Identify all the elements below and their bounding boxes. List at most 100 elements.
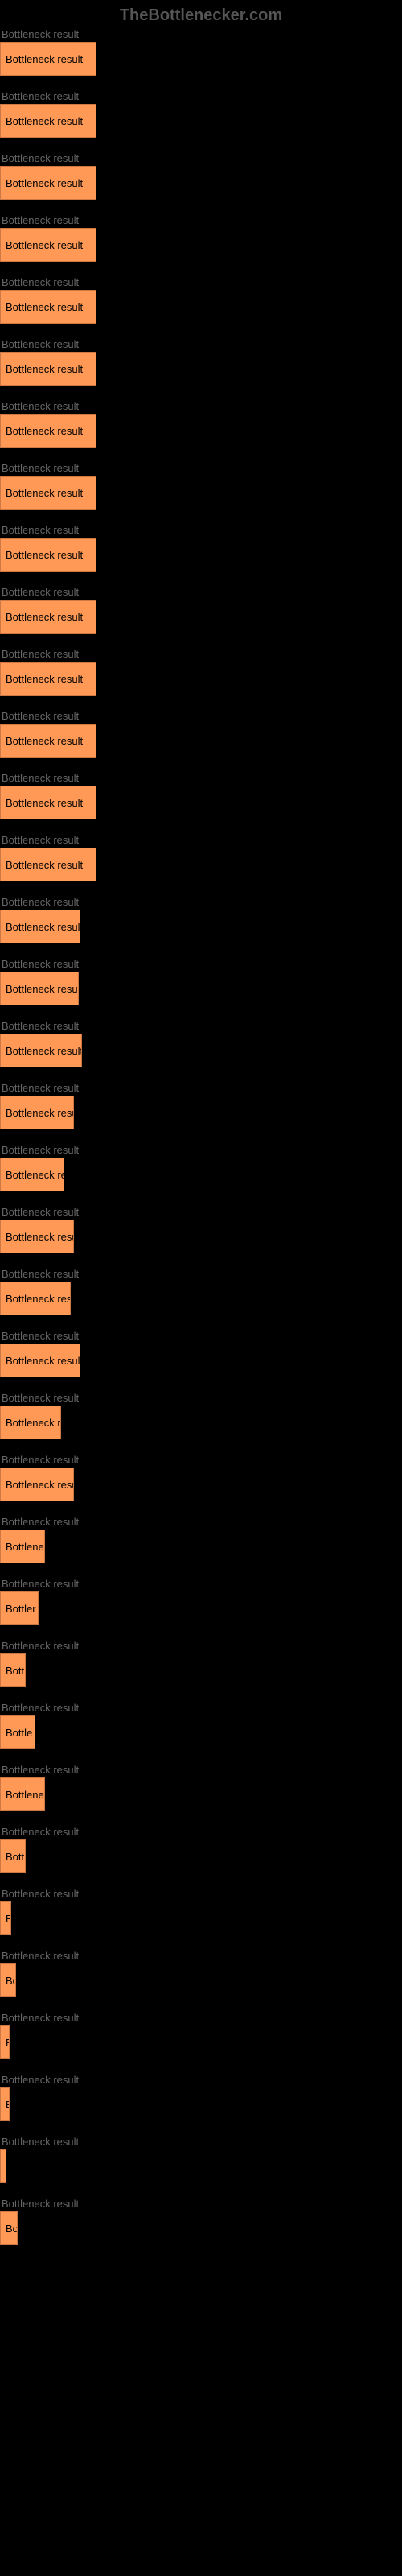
bar-text: Bottleneck result xyxy=(6,115,83,127)
bar-track: Bott xyxy=(0,1839,402,1873)
row-top-label: Bottleneck result xyxy=(0,772,402,784)
bar: Bottleneck resu xyxy=(0,1220,74,1253)
chart-row: Bottleneck resultBott xyxy=(0,1640,402,1687)
row-top-label: Bottleneck result xyxy=(0,2074,402,2086)
bar: Bottleneck re xyxy=(0,1158,64,1191)
chart-row: Bottleneck result xyxy=(0,2136,402,2183)
bar: Bottleneck r xyxy=(0,1406,61,1439)
row-top-label: Bottleneck result xyxy=(0,1392,402,1404)
row-top-label: Bottleneck result xyxy=(0,524,402,536)
row-top-label: Bottleneck result xyxy=(0,1454,402,1466)
bar: Bott xyxy=(0,1653,26,1687)
row-top-label: Bottleneck result xyxy=(0,1020,402,1032)
bar: Bottleneck result xyxy=(0,910,80,943)
row-top-label: Bottleneck result xyxy=(0,400,402,412)
bar-text: Bo xyxy=(6,2223,18,2235)
row-top-label: Bottleneck result xyxy=(0,462,402,474)
row-top-label: Bottleneck result xyxy=(0,338,402,350)
row-top-label: Bottleneck result xyxy=(0,214,402,226)
chart-row: Bottleneck resultBottleneck result xyxy=(0,648,402,696)
bar-text: Bottleneck re xyxy=(6,1169,64,1181)
bar-text: Bottle xyxy=(6,1727,32,1739)
chart-row: Bottleneck resultBottleneck result xyxy=(0,710,402,758)
chart-row: Bottleneck result Bottleneck result xyxy=(0,214,402,262)
row-top-label: Bottleneck result xyxy=(0,1268,402,1280)
bar: Bottleneck result xyxy=(0,600,96,634)
bar-text: Bottleneck resu xyxy=(6,1231,74,1243)
bar-text: Bottlene xyxy=(6,1541,44,1553)
bar-track: Bott xyxy=(0,1653,402,1687)
chart-row: Bottleneck result Bottleneck result xyxy=(0,834,402,881)
row-top-label: Bottleneck result xyxy=(0,90,402,102)
bar-track: Bottleneck result xyxy=(0,476,402,510)
bar: Bottleneck result xyxy=(0,1034,82,1067)
row-top-label: Bottleneck result xyxy=(0,586,402,598)
bar-text: Bottleneck result xyxy=(6,363,83,375)
bar-text: Bottleneck result xyxy=(6,1355,80,1367)
bar-track: Bottleneck result xyxy=(0,1034,402,1067)
row-top-label: Bottleneck result xyxy=(0,1888,402,1900)
row-top-label: Bottleneck result xyxy=(0,1826,402,1838)
row-top-label: Bottleneck result xyxy=(0,2012,402,2024)
bar: B xyxy=(0,1901,11,1935)
bar-track: Bottleneck resu xyxy=(0,1220,402,1253)
bar-text: Bottleneck result xyxy=(6,177,83,189)
bar-track: Bottleneck result xyxy=(0,848,402,881)
chart-row: Bottleneck result Bottleneck result xyxy=(0,586,402,634)
bar-track: Bo xyxy=(0,1963,402,1997)
bar-track: Bottleneck r xyxy=(0,1406,402,1439)
bar-track: Bottler xyxy=(0,1591,402,1625)
bar-track: B xyxy=(0,2025,402,2059)
chart-row: Bottleneck resultBottle xyxy=(0,1702,402,1749)
watermark-text: TheBottlenecker.com xyxy=(0,0,402,28)
bar-track: Bottleneck result xyxy=(0,786,402,819)
row-top-label: Bottleneck result xyxy=(0,1950,402,1962)
bar-text: Bottleneck result xyxy=(6,1045,82,1057)
bar: Bottleneck result xyxy=(0,786,96,819)
bar: B xyxy=(0,2025,10,2059)
row-top-label: Bottleneck result xyxy=(0,834,402,846)
bar-text: Bottlene xyxy=(6,1789,44,1801)
bar-track: Bottle xyxy=(0,1715,402,1749)
bar-text: Bottleneck result xyxy=(6,859,83,871)
chart-row: Bottleneck resultBottler xyxy=(0,1578,402,1625)
row-top-label: Bottleneck result xyxy=(0,958,402,970)
chart-row: Bottleneck resultB xyxy=(0,2012,402,2059)
bar-track: Bottleneck re xyxy=(0,1158,402,1191)
chart-row: Bottleneck resultBottleneck re xyxy=(0,1144,402,1191)
bar-text: Bottleneck res xyxy=(6,1293,71,1305)
chart-row: Bottleneck result Bo xyxy=(0,1950,402,1997)
chart-row: Bottleneck result Bo xyxy=(0,2198,402,2245)
bar-text: Bottleneck result xyxy=(6,549,83,561)
bar-track: Bottleneck result xyxy=(0,42,402,76)
bar-text: Bottleneck result xyxy=(6,487,83,499)
bar: Bottleneck result xyxy=(0,290,96,324)
bar-text: Bo xyxy=(6,1975,16,1987)
chart-row: Bottleneck result Bottleneck result xyxy=(0,958,402,1005)
bar: Bottlene xyxy=(0,1777,45,1811)
bar-track: Bottleneck result xyxy=(0,290,402,324)
row-top-label: Bottleneck result xyxy=(0,1206,402,1218)
chart-row: Bottleneck resultBottleneck result xyxy=(0,896,402,943)
bar: Bottleneck result xyxy=(0,972,79,1005)
bar: Bottleneck resu xyxy=(0,1096,74,1129)
chart-row: Bottleneck resultBottleneck resu xyxy=(0,1454,402,1501)
chart-row: Bottleneck resultBottleneck result xyxy=(0,276,402,324)
bar-text: Bottleneck r xyxy=(6,1417,61,1429)
row-top-label: Bottleneck result xyxy=(0,2136,402,2148)
chart-row: Bottleneck result Bottleneck result xyxy=(0,772,402,819)
row-top-label: Bottleneck result xyxy=(0,2198,402,2210)
chart-row: Bottleneck result Bottleneck res xyxy=(0,1268,402,1315)
row-top-label: Bottleneck result xyxy=(0,152,402,164)
bottleneck-bar-chart: Bottleneck resultBottleneck resultBottle… xyxy=(0,28,402,2276)
bar-track: Bottleneck result xyxy=(0,600,402,634)
row-top-label: Bottleneck result xyxy=(0,1516,402,1528)
row-top-label: Bottleneck result xyxy=(0,1578,402,1590)
bar-text: Bottleneck result xyxy=(6,301,83,313)
bar: Bottleneck result xyxy=(0,228,96,262)
row-top-label: Bottleneck result xyxy=(0,648,402,660)
bar-track: Bottleneck result xyxy=(0,910,402,943)
bar: Bo xyxy=(0,2211,18,2245)
bar: Bottleneck result xyxy=(0,42,96,76)
bar-track: Bottlene xyxy=(0,1530,402,1563)
